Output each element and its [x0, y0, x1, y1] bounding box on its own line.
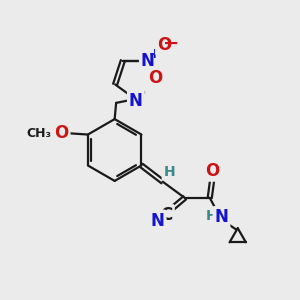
Text: H: H [206, 208, 218, 223]
Text: N: N [151, 212, 165, 230]
Text: +: + [148, 47, 160, 61]
Text: CH₃: CH₃ [27, 127, 52, 140]
Text: N: N [129, 92, 143, 110]
Text: O: O [206, 162, 220, 180]
Text: O: O [148, 69, 162, 87]
Text: N: N [147, 74, 161, 92]
Text: N: N [214, 208, 229, 226]
Text: O: O [54, 124, 68, 142]
Text: −: − [163, 34, 180, 52]
Text: H: H [163, 165, 175, 179]
Text: C: C [160, 206, 173, 224]
Text: N: N [141, 52, 155, 70]
Text: O: O [157, 35, 171, 53]
